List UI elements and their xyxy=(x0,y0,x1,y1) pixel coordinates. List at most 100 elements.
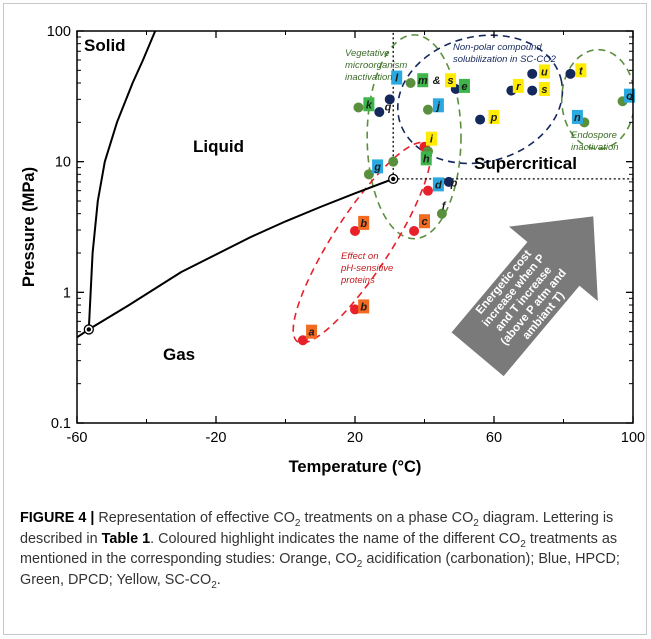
point-red xyxy=(297,335,308,346)
annotation-nonpolar: solubilization in SC-CO2 xyxy=(453,54,557,65)
caption-text-5a: Yellow, SC-CO xyxy=(116,571,212,588)
point-label: o xyxy=(626,91,633,103)
label-highlight xyxy=(575,63,587,78)
label-highlight xyxy=(372,159,384,174)
point-label: f xyxy=(442,201,447,213)
point-label: p xyxy=(450,178,458,190)
point-green xyxy=(363,169,374,180)
point-label: h xyxy=(423,153,430,165)
point-label: q xyxy=(385,101,392,113)
point-label: n xyxy=(574,112,581,124)
point-green xyxy=(388,156,399,167)
caption-text-3b: treatments as mentioned in the correspon… xyxy=(20,530,618,568)
point-label: e xyxy=(461,81,467,93)
curve-solid-liquid xyxy=(87,31,157,330)
critical-point-marker xyxy=(391,176,396,182)
x-tick-label: 20 xyxy=(347,430,363,446)
caption-text-2a: diagram. Lettering is described in xyxy=(20,510,614,547)
point-label: r xyxy=(516,81,521,93)
annotation-vegetative: microorganism xyxy=(345,60,407,71)
ellipse-vegetative xyxy=(366,34,462,240)
label-highlight xyxy=(417,73,429,88)
caption-text-4a: studies: Orange, CO xyxy=(225,551,357,567)
label-highlight xyxy=(391,70,403,85)
caption-text-2b: . Coloured highlight indicates the xyxy=(150,530,359,547)
region-supercritical: Supercritical xyxy=(474,154,577,173)
point-navy xyxy=(475,114,486,125)
x-tick-label: -60 xyxy=(67,430,88,446)
point-green xyxy=(422,104,433,115)
point-navy xyxy=(374,106,385,117)
label-highlight xyxy=(419,214,430,229)
point-label: d xyxy=(435,179,442,191)
label-highlight xyxy=(358,215,370,230)
point-green xyxy=(405,77,416,88)
label-highlight xyxy=(425,131,437,146)
arrow-body xyxy=(451,216,598,377)
annotation-vegetative: Vegetative xyxy=(345,48,390,59)
label-highlight xyxy=(445,73,457,88)
point-label: s xyxy=(541,84,547,96)
region-solid: Solid xyxy=(84,36,126,55)
point-navy xyxy=(443,176,454,187)
figure-caption: FIGURE 4 | Representation of effective C… xyxy=(20,510,620,591)
label-highlight xyxy=(538,81,550,96)
ellipse-nonpolar xyxy=(396,34,564,165)
x-tick-label: 100 xyxy=(621,430,645,446)
point-label: b xyxy=(360,218,367,230)
point-label: s xyxy=(448,75,454,87)
point-navy xyxy=(384,94,395,105)
annotation-nonpolar: Non-polar compound xyxy=(453,42,542,53)
point-red xyxy=(350,304,360,315)
point-red xyxy=(350,225,360,236)
x-tick-label: -20 xyxy=(206,430,227,446)
label-highlight xyxy=(306,324,318,339)
point-label: j xyxy=(435,100,441,112)
caption-table-ref: Table 1 xyxy=(101,530,151,547)
caption-text-1a: Representation of effective CO xyxy=(98,510,295,526)
point-label: i xyxy=(430,134,434,146)
caption-text-1b: treatments on a phase CO xyxy=(300,510,474,526)
point-label: p xyxy=(490,112,498,124)
label-highlight xyxy=(363,97,375,112)
point-label: & xyxy=(433,75,441,87)
annotation-vegetative: inactivation xyxy=(345,72,393,83)
annotation-endospore: Endospore xyxy=(571,130,617,141)
annotation-ph-effect: proteins xyxy=(340,275,375,286)
y-axis-title: Pressure (MPa) xyxy=(20,167,38,287)
annotation-endospore: inactivation xyxy=(571,142,619,153)
label-highlight xyxy=(358,299,370,314)
point-navy xyxy=(565,68,576,79)
y-tick-label: 10 xyxy=(55,155,71,171)
label-highlight xyxy=(458,78,470,93)
point-red xyxy=(409,225,420,236)
point-navy xyxy=(527,85,538,96)
point-label: l xyxy=(395,73,399,85)
point-green xyxy=(353,102,364,113)
label-highlight xyxy=(571,109,583,124)
label-highlight xyxy=(432,177,444,192)
triple-point-marker xyxy=(86,327,92,332)
point-label: t xyxy=(579,65,584,77)
x-axis-title: Temperature (°C) xyxy=(289,458,422,476)
figure-frame xyxy=(3,3,647,635)
label-highlight xyxy=(624,88,636,103)
point-green xyxy=(436,208,447,219)
point-label: u xyxy=(541,66,548,78)
point-label: k xyxy=(366,99,373,111)
y-tick-label: 100 xyxy=(47,24,71,40)
label-highlight xyxy=(488,109,500,124)
point-label: g xyxy=(373,161,381,173)
ellipse-endospore xyxy=(560,48,633,150)
caption-text-5b: . xyxy=(216,571,221,588)
label-highlight xyxy=(538,64,550,79)
y-tick-label: 1 xyxy=(63,285,71,301)
point-navy xyxy=(527,68,538,79)
annotation-ph-effect: Effect on xyxy=(341,251,379,262)
point-label: m xyxy=(418,75,428,87)
label-highlight xyxy=(432,98,444,113)
caption-text-3a: name of the different CO xyxy=(362,530,521,547)
